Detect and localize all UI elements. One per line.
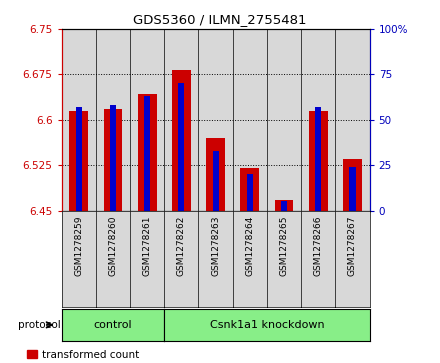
Text: Csnk1a1 knockdown: Csnk1a1 knockdown (209, 320, 324, 330)
Bar (315, 107, 321, 211)
Bar (343, 159, 362, 211)
Text: GSM1278259: GSM1278259 (74, 215, 83, 276)
Bar (213, 151, 219, 211)
Text: GSM1278262: GSM1278262 (177, 215, 186, 276)
Bar (103, 109, 122, 211)
Bar (206, 138, 225, 211)
Text: GSM1278263: GSM1278263 (211, 215, 220, 276)
Bar (309, 111, 328, 211)
Bar (275, 200, 293, 211)
Text: GSM1278264: GSM1278264 (246, 215, 254, 276)
Bar (240, 168, 259, 211)
Text: GSM1278265: GSM1278265 (279, 215, 289, 276)
Legend: transformed count, percentile rank within the sample: transformed count, percentile rank withi… (27, 350, 218, 363)
Bar (247, 174, 253, 211)
Text: GSM1278261: GSM1278261 (143, 215, 152, 276)
Text: GSM1278260: GSM1278260 (108, 215, 117, 276)
Text: GDS5360 / ILMN_2755481: GDS5360 / ILMN_2755481 (133, 13, 307, 26)
Bar (349, 167, 356, 211)
Bar (76, 107, 82, 211)
Text: GSM1278267: GSM1278267 (348, 215, 357, 276)
Bar (144, 96, 150, 211)
Bar (138, 94, 157, 211)
Bar (172, 70, 191, 211)
Bar (281, 201, 287, 211)
Bar (70, 111, 88, 211)
Bar (110, 105, 116, 211)
Text: control: control (94, 320, 132, 330)
Text: protocol: protocol (18, 320, 61, 330)
Text: GSM1278266: GSM1278266 (314, 215, 323, 276)
Bar (178, 83, 184, 211)
